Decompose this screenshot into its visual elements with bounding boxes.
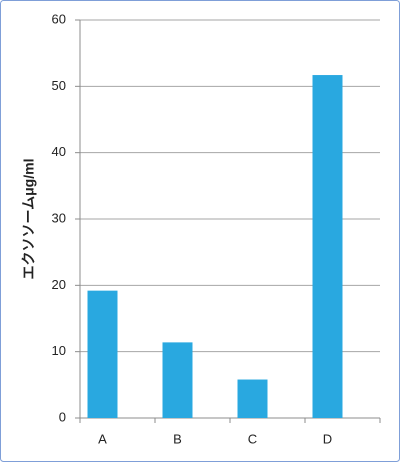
x-tick-label: B <box>173 431 182 446</box>
x-tick-label: D <box>323 431 332 446</box>
x-tick-label: A <box>98 431 107 446</box>
y-tick-label: 30 <box>52 210 66 225</box>
x-tick-label: C <box>248 431 257 446</box>
y-tick-label: 60 <box>52 11 66 26</box>
bar <box>87 290 118 418</box>
y-axis-title: エクソソームμg/ml <box>21 159 37 280</box>
bar <box>237 379 268 418</box>
y-tick-label: 50 <box>52 78 66 93</box>
y-tick-label: 40 <box>52 144 66 159</box>
bar <box>162 342 193 418</box>
y-tick-label: 20 <box>52 277 66 292</box>
bar <box>312 75 343 418</box>
y-tick-label: 10 <box>52 343 66 358</box>
y-tick-label: 0 <box>59 409 66 424</box>
